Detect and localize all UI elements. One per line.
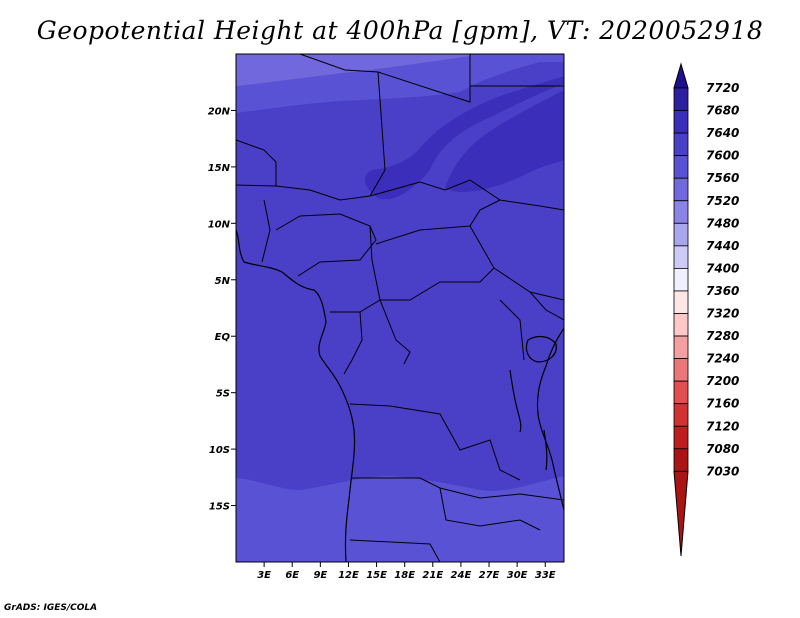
- border-nigeria: [275, 213, 377, 277]
- colorbar-swatch: [673, 177, 689, 202]
- lon-tick-label: 3E: [257, 570, 271, 581]
- lon-tick-label: 33E: [535, 570, 556, 581]
- colorbar-label: 7600: [706, 149, 739, 163]
- lon-tick-label: 12E: [338, 570, 359, 581]
- colorbar-swatch: [673, 245, 689, 269]
- colorbar-label: 7360: [706, 284, 739, 298]
- colorbar-swatch: [673, 155, 689, 179]
- lon-tick-label: 9E: [313, 570, 327, 581]
- colorbar: 7720 7680 7640 7600 7560 7520 7480 7440 7400 7360…: [673, 62, 739, 557]
- lat-tick-label: 15S: [209, 502, 230, 513]
- contour-band-7640-east-core: [445, 90, 564, 193]
- colorbar-label: 7160: [706, 397, 739, 411]
- colorbar-label: 7640: [706, 126, 739, 140]
- colorbar-top-arrow: [673, 62, 689, 89]
- lat-tick-label: 10N: [208, 219, 231, 230]
- lat-tick-label: 15N: [208, 163, 231, 174]
- colorbar-swatch: [673, 267, 689, 292]
- lon-tick-label: 18E: [394, 570, 415, 581]
- lake-victoria: [525, 335, 557, 363]
- lon-tick-label: 21E: [422, 570, 443, 581]
- height-field: [236, 54, 564, 562]
- colorbar-label: 7280: [706, 329, 739, 343]
- border-drc-south: [349, 403, 521, 481]
- colorbar-swatch: [673, 335, 689, 359]
- lake-malawi: [543, 429, 548, 471]
- border-namibia: [349, 539, 441, 562]
- colorbar-label: 7200: [706, 374, 739, 388]
- colorbar-swatch: [673, 313, 689, 337]
- border-sahel: [236, 179, 564, 211]
- lat-tick-label: 5S: [216, 389, 230, 400]
- lat-tick-label: 10S: [209, 445, 230, 456]
- lon-tick-label: 24E: [451, 570, 472, 581]
- border-north-2: [377, 54, 471, 103]
- coastline-west-africa: [236, 229, 356, 562]
- lat-tick-label: 5N: [215, 276, 231, 287]
- colorbar-label: 7030: [706, 464, 739, 478]
- colorbar-swatch: [673, 403, 689, 427]
- border-angola-south: [352, 477, 564, 501]
- lat-tick-label: 20N: [208, 106, 231, 117]
- map-title: Geopotential Height at 400hPa [gpm], VT:…: [36, 16, 764, 45]
- colorbar-swatch: [673, 425, 689, 450]
- border-zambia: [439, 487, 541, 531]
- contour-band-7560-south: [236, 476, 564, 562]
- colorbar-label: 7720: [706, 81, 739, 95]
- colorbar-label: 7440: [706, 239, 739, 253]
- contour-band-7640-east: [364, 76, 564, 200]
- colorbar-label: 7120: [706, 419, 739, 433]
- lat-tick-label: EQ: [215, 332, 231, 343]
- border-north-1: [299, 54, 386, 197]
- colorbar-swatch: [673, 110, 689, 134]
- longitude-axis: 3E 6E 9E 12E 15E 18E 21E 24E 27E 30E 33E: [257, 562, 556, 581]
- colorbar-swatch: [673, 132, 689, 157]
- lon-tick-label: 15E: [366, 570, 387, 581]
- border-congo: [343, 299, 411, 375]
- colorbar-swatch: [673, 222, 689, 247]
- coastline-east-africa: [536, 327, 564, 511]
- lon-tick-label: 6E: [285, 570, 299, 581]
- border-west-1: [236, 139, 277, 186]
- colorbar-label: 7320: [706, 307, 739, 321]
- colorbar-swatch: [673, 200, 689, 224]
- colorbar-label: 7400: [706, 261, 739, 275]
- coastlines-and-borders: [236, 54, 564, 562]
- colorbar-swatch: [673, 290, 689, 314]
- border-car: [375, 225, 495, 301]
- colorbar-label: 7480: [706, 216, 739, 230]
- lon-tick-label: 30E: [507, 570, 528, 581]
- colorbar-swatch: [673, 87, 689, 111]
- map-frame: [235, 53, 565, 563]
- lon-tick-label: 27E: [479, 570, 500, 581]
- colorbar-label: 7680: [706, 104, 739, 118]
- border-west-2: [261, 199, 271, 263]
- latitude-axis: 20N 15N 10N 5N EQ 5S 10S 15S: [208, 106, 236, 513]
- colorbar-label: 7080: [706, 442, 739, 456]
- colorbar-swatch: [673, 380, 689, 405]
- border-east: [499, 291, 564, 361]
- colorbar-swatch: [673, 358, 689, 382]
- colorbar-label: 7240: [706, 352, 739, 366]
- lake-tanganyika: [509, 369, 522, 433]
- colorbar-bottom-arrow: [673, 470, 689, 557]
- colorbar-label: 7520: [706, 194, 739, 208]
- credit-text: GrADS: IGES/COLA: [4, 603, 98, 613]
- colorbar-swatch: [673, 448, 689, 472]
- colorbar-label: 7560: [706, 171, 739, 185]
